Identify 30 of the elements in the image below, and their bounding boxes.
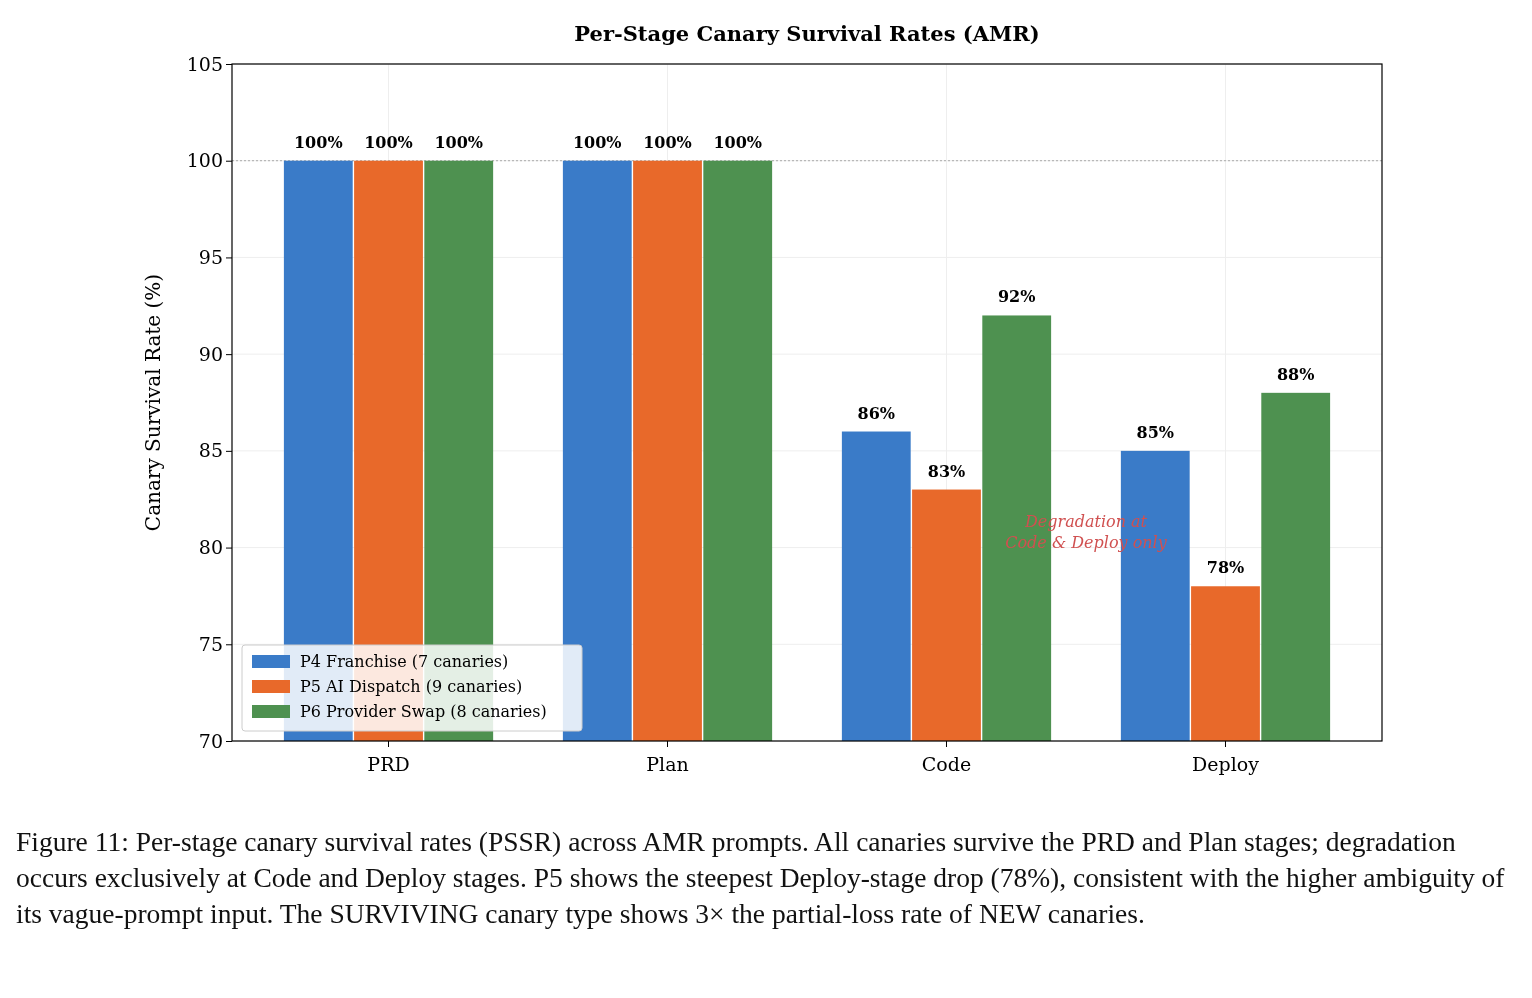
y-tick-label: 85 — [198, 439, 223, 462]
y-tick-label: 100 — [186, 149, 223, 172]
x-tick-label: Code — [921, 752, 972, 775]
data-label: 100% — [364, 132, 413, 152]
y-tick-label: 80 — [198, 536, 223, 559]
y-tick-label: 75 — [198, 632, 223, 655]
x-tick-label: Deploy — [1192, 752, 1260, 775]
legend-label: P6 Provider Swap (8 canaries) — [300, 702, 547, 721]
data-label: 100% — [293, 132, 343, 152]
data-label: 100% — [643, 132, 692, 152]
y-tick-label: 70 — [198, 729, 223, 752]
data-label: 83% — [927, 461, 966, 481]
y-tick-label: 105 — [186, 52, 223, 75]
caption: Figure 11: Per-stage canary survival rates (PSSR) across AMR prompts. All canaries survive the PRD and Plan stages; degradation occurs exclusively at Code and Deploy stages. P5 shows the steepest Deploy-stage drop (78%), consistent with the higher ambiguity of its vague-prompt input. The SURVIVING canary type shows 3× the partial-loss rate of NEW canaries. — [16, 825, 1506, 931]
data-label: 100% — [434, 132, 484, 152]
y-axis-title: Canary Survival Rate (%) — [141, 273, 165, 532]
legend-label: P4 Franchise (7 canaries) — [300, 652, 509, 671]
y-tick-label: 95 — [198, 246, 223, 269]
data-label: 88% — [1276, 364, 1315, 384]
data-label: 100% — [572, 132, 622, 152]
chart-title: Per-Stage Canary Survival Rates (AMR) — [574, 21, 1040, 46]
x-tick-label: PRD — [367, 752, 410, 775]
data-label: 92% — [997, 287, 1036, 307]
y-tick-label: 90 — [198, 342, 223, 365]
data-label: 85% — [1136, 422, 1174, 442]
x-tick-label: Plan — [646, 752, 689, 775]
data-label: 100% — [713, 132, 763, 152]
data-label: 78% — [1206, 558, 1245, 578]
data-label: 86% — [857, 403, 896, 423]
legend-label: P5 AI Dispatch (9 canaries) — [300, 677, 523, 696]
